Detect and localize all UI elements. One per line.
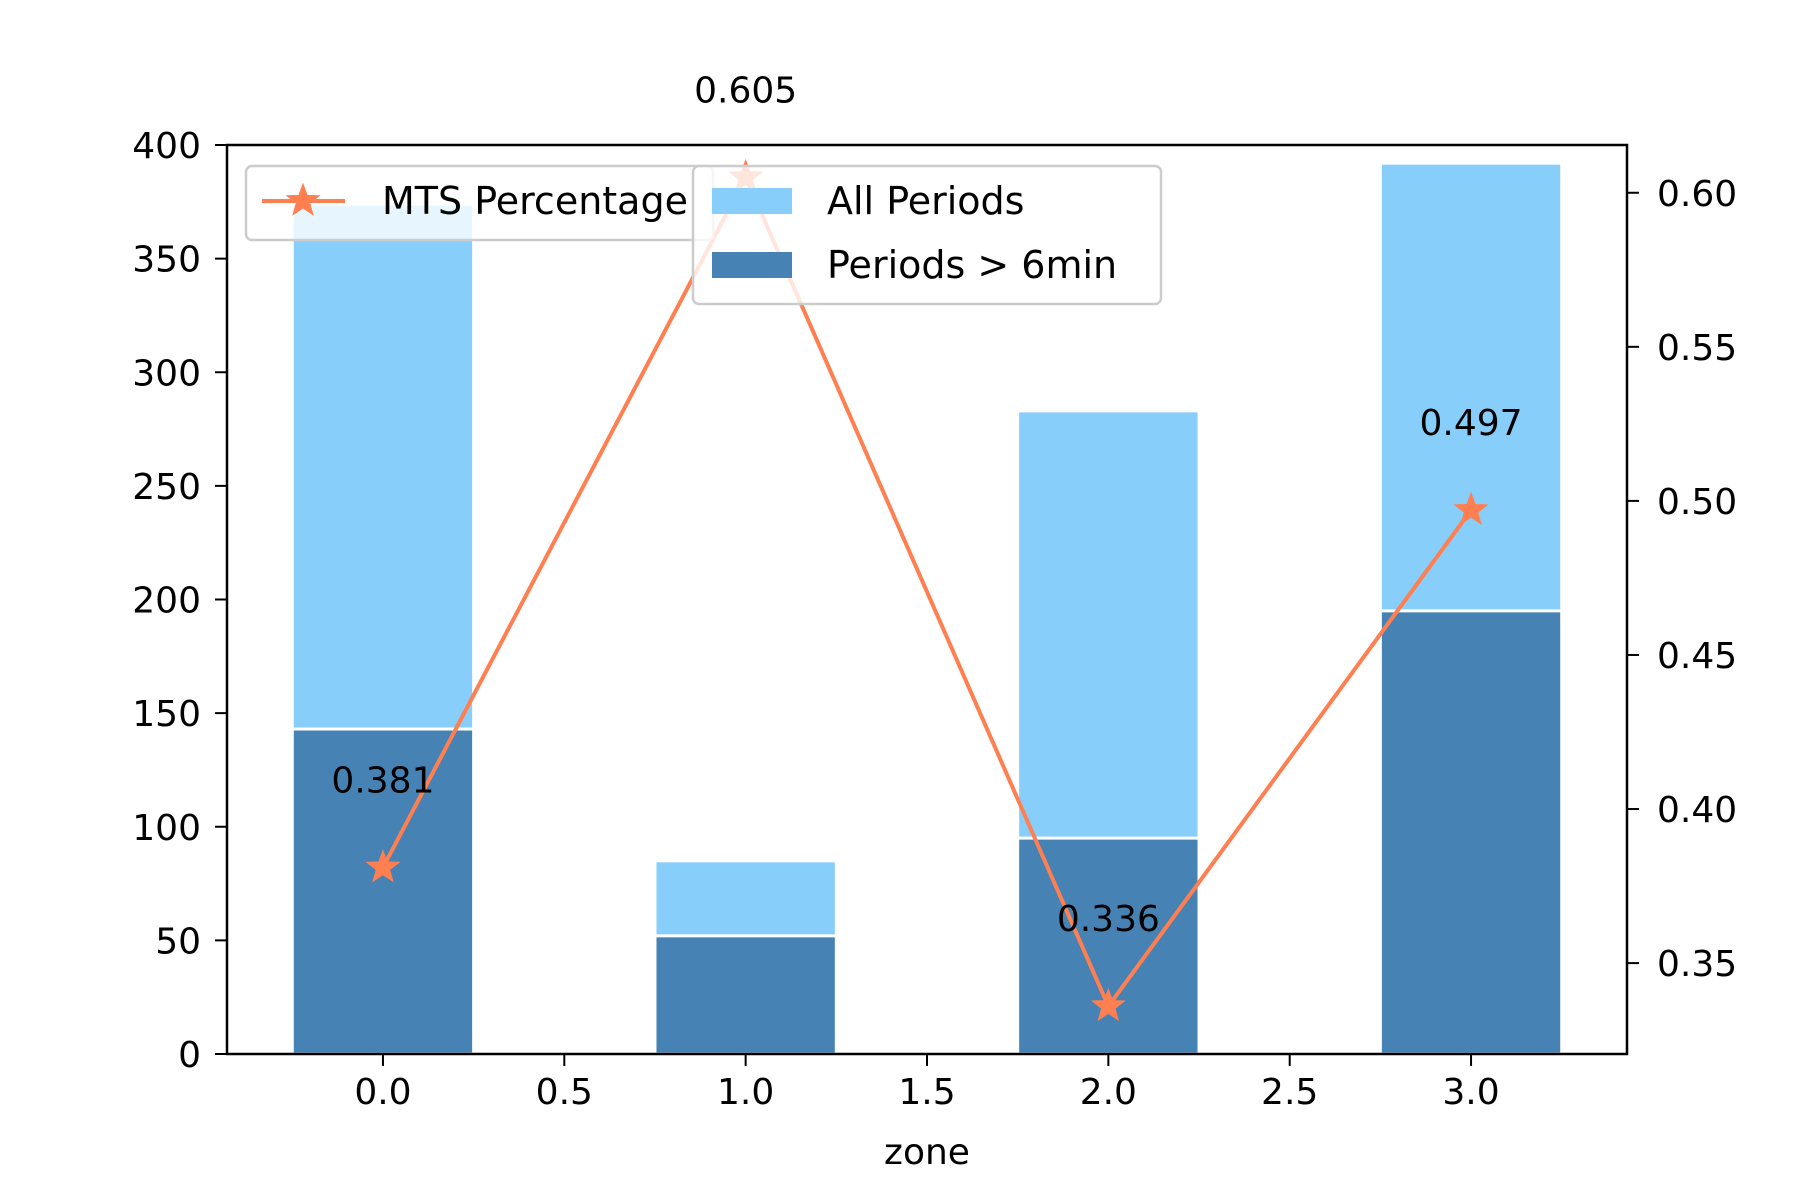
mts-percentage-line: [381, 172, 1473, 1011]
data-label-0: 0.381: [331, 761, 434, 802]
bar-periods-over-6min-0: [290, 727, 476, 1056]
y-tick-label-3: 150: [132, 694, 201, 735]
y-tick-label-8: 400: [132, 126, 201, 167]
legend-label-mts-percentage: MTS Percentage: [382, 179, 688, 223]
legend-star-marker-icon: [285, 182, 321, 216]
legend-bars-box: [691, 164, 1163, 306]
y2-tick-label-4: 0.55: [1657, 328, 1737, 369]
x-tick-label-5: 2.5: [1261, 1072, 1318, 1113]
x-tick-label-2: 1.0: [717, 1072, 774, 1113]
x-tick-label-1: 0.5: [536, 1072, 593, 1113]
data-label-2: 0.336: [1057, 899, 1160, 940]
axes-layer: 0.0 0.5 1.0 1.5 2.0 2.5 3.0 zone 0 50 100 150 200 250…: [132, 126, 1737, 1173]
mts-percentage-marker-0: [365, 849, 401, 883]
x-tick-label-0: 0.0: [354, 1072, 411, 1113]
data-label-3: 0.497: [1420, 403, 1523, 444]
y-tick-label-1: 50: [155, 921, 201, 962]
y-tick-label-5: 250: [132, 467, 201, 508]
bars-layer: [290, 161, 1564, 1056]
y2-tick-label-0: 0.35: [1657, 944, 1737, 985]
legend-label-all-periods: All Periods: [827, 179, 1024, 223]
y2-tick-label-2: 0.45: [1657, 636, 1737, 677]
legend-bars: All Periods Periods > 6min: [691, 164, 1163, 306]
data-label-1: 0.605: [694, 70, 797, 111]
mts-percentage-marker-2: [1090, 987, 1126, 1022]
y-tick-label-7: 350: [132, 240, 201, 281]
y-tick-label-2: 100: [132, 808, 201, 849]
y-tick-label-4: 200: [132, 581, 201, 622]
y2-tick-label-1: 0.40: [1657, 790, 1737, 831]
data-labels-layer: 0.381 0.605 0.336 0.497: [331, 70, 1522, 940]
legend-swatch-periods-over-6min: [712, 252, 792, 278]
x-tick-label-4: 2.0: [1080, 1072, 1137, 1113]
mts-percentage-marker-3: [1453, 491, 1489, 526]
y-tick-label-6: 300: [132, 353, 201, 394]
bar-periods-over-6min-1: [653, 934, 838, 1056]
y2-tick-label-3: 0.50: [1657, 482, 1737, 523]
legends-layer: MTS Percentage All Periods Periods > 6min: [244, 164, 1163, 306]
y2-tick-label-5: 0.60: [1657, 174, 1737, 215]
x-tick-label-3: 1.5: [898, 1072, 955, 1113]
legend-swatch-all-periods: [712, 188, 792, 214]
x-axis-label: zone: [884, 1132, 970, 1173]
legend-label-periods-over-6min: Periods > 6min: [827, 243, 1117, 287]
y-tick-label-0: 0: [178, 1035, 201, 1076]
bar-periods-over-6min-2: [1016, 836, 1201, 1056]
x-tick-label-6: 3.0: [1442, 1072, 1499, 1113]
legend-line: MTS Percentage: [244, 164, 715, 242]
bar-periods-over-6min-3: [1378, 609, 1564, 1056]
